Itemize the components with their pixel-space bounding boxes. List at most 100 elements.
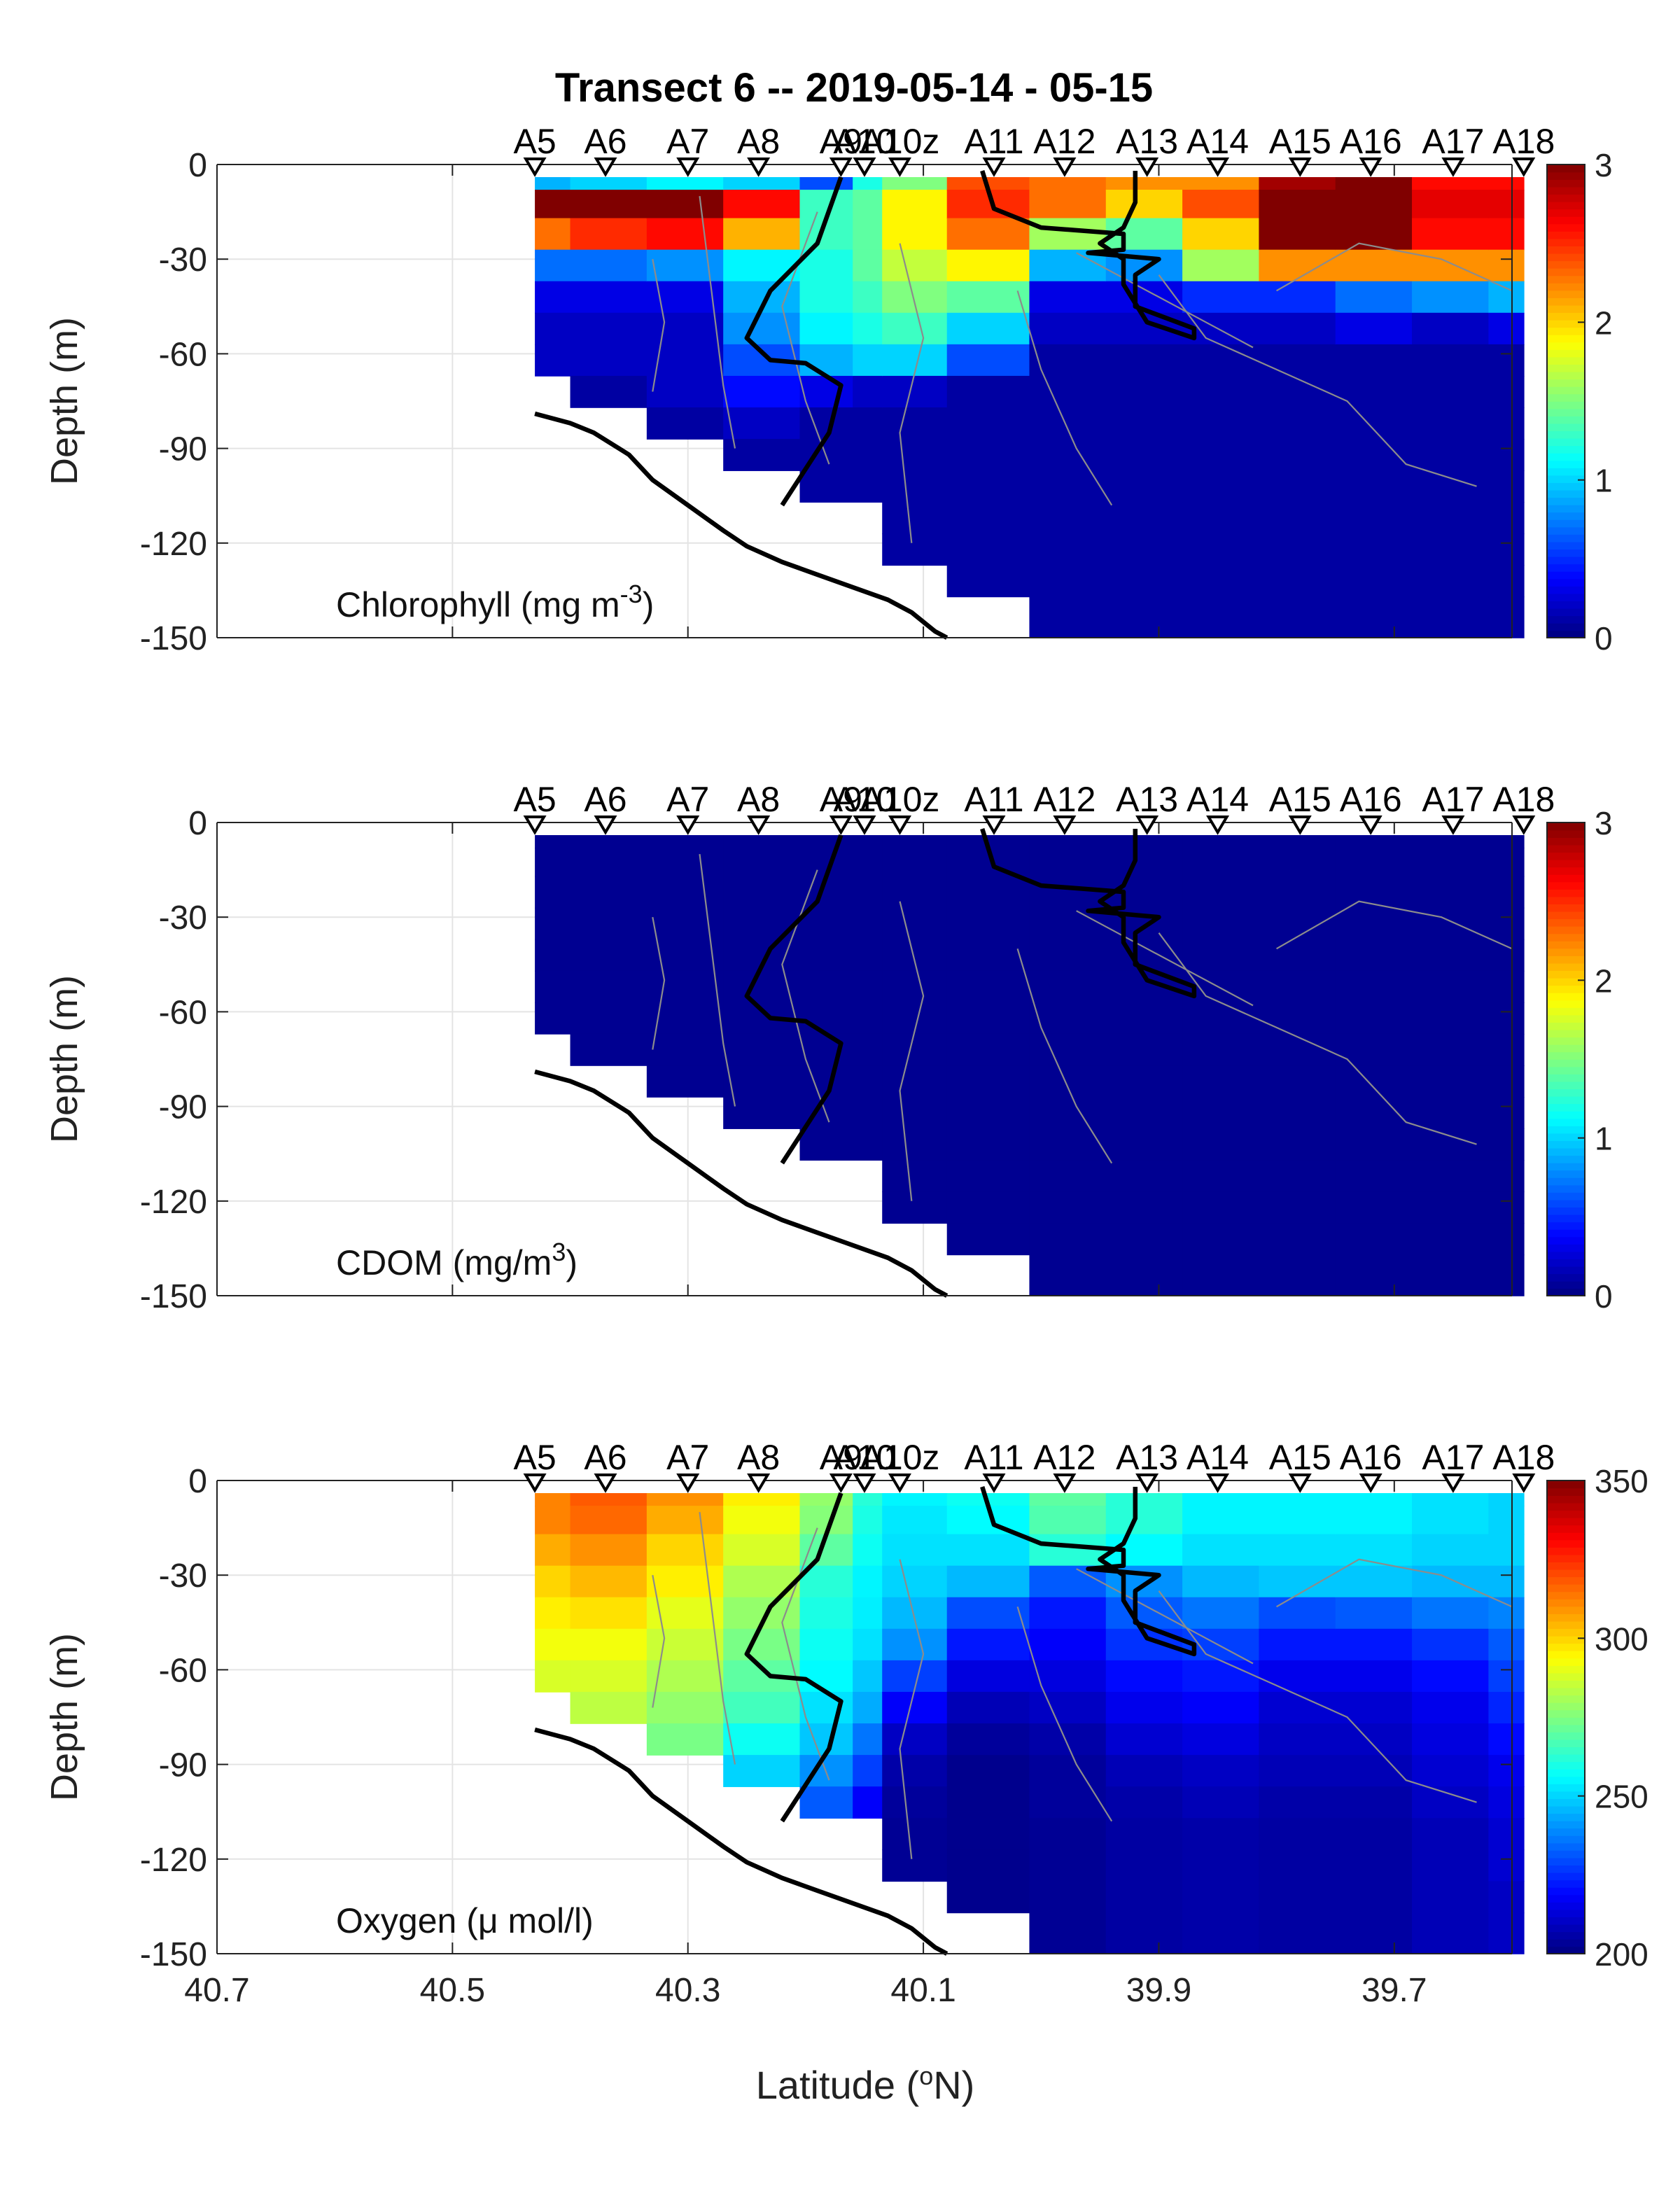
isoline: [899, 243, 925, 543]
heatmap-cell: [1182, 502, 1260, 535]
heatmap-cell: [853, 1534, 883, 1567]
heatmap-cell: [1335, 907, 1413, 940]
heatmap-cell: [1105, 1881, 1183, 1914]
heatmap-cell: [1488, 439, 1525, 471]
colorbar-step: [1547, 896, 1585, 904]
heatmap-cell: [1029, 848, 1107, 877]
heatmap-cell: [853, 281, 883, 314]
heatmap-cell: [1105, 1128, 1183, 1161]
heatmap-cell: [799, 312, 853, 345]
density-contour: [744, 834, 844, 1165]
heatmap-cell: [1335, 1786, 1413, 1819]
heatmap-cell: [882, 281, 948, 314]
station-label: A10: [834, 780, 896, 819]
colorbar-step: [1547, 904, 1585, 912]
station-label: A15: [1269, 122, 1331, 161]
heatmap-cell: [535, 177, 571, 190]
colorbar-step: [1547, 231, 1585, 239]
heatmap-cell: [1029, 1191, 1107, 1224]
heatmap-cell: [723, 876, 801, 909]
heatmap-cell: [570, 312, 648, 345]
colorbar-step: [1547, 541, 1585, 550]
heatmap-cell: [1488, 502, 1525, 535]
colorbar-step: [1547, 1207, 1585, 1215]
colorbar-step: [1547, 622, 1585, 631]
colorbar-step: [1547, 460, 1585, 468]
heatmap-cell: [1259, 1223, 1336, 1256]
heatmap-cell: [1259, 970, 1336, 1003]
station-marker: [1053, 158, 1077, 177]
density-contour: [980, 1486, 1197, 1657]
colorbar-tick-label: 0: [1595, 620, 1613, 657]
heatmap-cell: [946, 1002, 1030, 1035]
y-axis-label: Depth (m): [43, 1633, 85, 1801]
y-tick-label: -60: [159, 994, 207, 1031]
colorbar-step: [1547, 837, 1585, 846]
heatmap-cell: [1105, 1660, 1183, 1693]
station-marker: [676, 158, 700, 177]
heatmap-cell: [1335, 375, 1413, 408]
heatmap-cell: [1335, 970, 1413, 1003]
heatmap-cell: [853, 407, 883, 440]
heatmap-cell: [1488, 1565, 1525, 1598]
colorbar-step: [1547, 386, 1585, 395]
density-contour: [744, 176, 844, 507]
heatmap-cell: [1412, 1493, 1490, 1506]
colorbar-step: [1547, 570, 1585, 580]
heatmap-cell: [1412, 848, 1490, 877]
heatmap-cell: [723, 1691, 801, 1724]
heatmap-cell: [1488, 1191, 1525, 1224]
heatmap-cell: [1259, 1506, 1336, 1535]
colorbar-step: [1547, 438, 1585, 447]
colorbar-step: [1547, 1879, 1585, 1888]
heatmap-cell: [799, 970, 853, 1003]
colorbar-step: [1547, 1894, 1585, 1903]
heatmap-cell: [1488, 1597, 1525, 1630]
heatmap-cell: [1335, 1097, 1413, 1129]
heatmap-cell: [1029, 1755, 1107, 1787]
colorbar-step: [1547, 1096, 1585, 1105]
heatmap-cell: [853, 1597, 883, 1630]
heatmap-cell: [799, 939, 853, 972]
heatmap-cell: [535, 1506, 571, 1535]
heatmap-cell: [1029, 876, 1107, 909]
heatmap-cell: [1412, 1881, 1490, 1914]
station-label: A7: [666, 1438, 709, 1477]
heatmap-cell: [799, 1033, 853, 1066]
colorbar-step: [1547, 349, 1585, 358]
isoline: [899, 1559, 925, 1859]
colorbar-step: [1547, 223, 1585, 232]
heatmap-cell: [723, 970, 801, 1003]
heatmap-cell: [535, 1565, 571, 1598]
colorbar-step: [1547, 1665, 1585, 1674]
heatmap-cell: [1412, 190, 1490, 219]
heatmap-cell: [799, 281, 853, 314]
colorbar-step: [1547, 1850, 1585, 1858]
colorbar-step: [1547, 393, 1585, 402]
colorbar-step: [1547, 534, 1585, 542]
station-label: A10z: [860, 1438, 939, 1477]
station-label: A12: [1033, 122, 1096, 161]
colorbar-step: [1547, 955, 1585, 964]
colorbar-step: [1547, 1228, 1585, 1238]
colorbar-step: [1547, 334, 1585, 343]
station-label: A10: [834, 1438, 896, 1477]
bathymetry-line: [534, 1069, 948, 1298]
heatmap-cell: [1335, 1849, 1413, 1882]
heatmap-cell: [1335, 1191, 1413, 1224]
heatmap-cell: [1488, 1691, 1525, 1724]
colorbar-step: [1547, 1273, 1585, 1282]
station-marker: [523, 158, 547, 177]
colorbar-step: [1547, 1709, 1585, 1718]
heatmap-cell: [882, 907, 948, 940]
heatmap-cell: [1259, 1818, 1336, 1851]
heatmap-cell: [1029, 1223, 1107, 1256]
x-axis-label: Latitude (oN): [756, 2062, 975, 2107]
heatmap-cell: [723, 1506, 801, 1535]
heatmap-cell: [570, 907, 648, 940]
colorbar-step: [1547, 1066, 1585, 1074]
colorbar-step: [1547, 445, 1585, 454]
heatmap-cell: [646, 1628, 724, 1661]
colorbar-step: [1547, 586, 1585, 594]
